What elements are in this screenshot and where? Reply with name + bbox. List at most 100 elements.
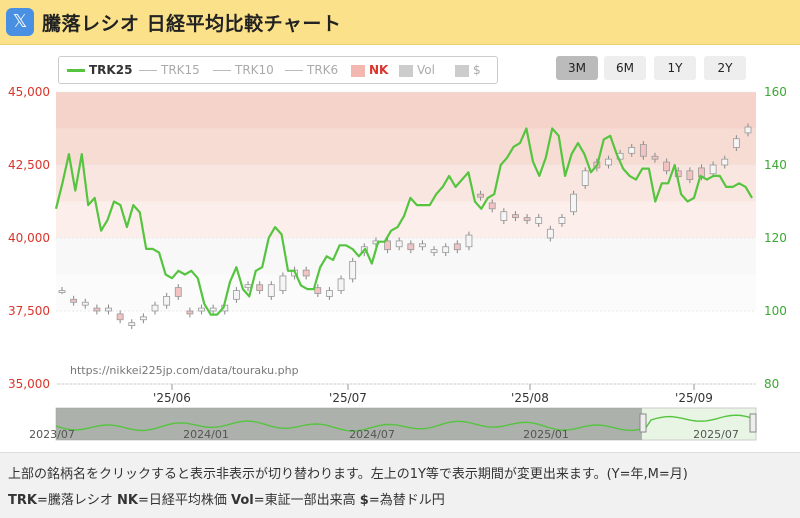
candle-body bbox=[663, 161, 671, 172]
range-button-2y[interactable]: 2Y bbox=[704, 56, 746, 80]
candle-body bbox=[58, 290, 66, 293]
legend-item-trk6[interactable]: TRK6 bbox=[285, 62, 338, 78]
candle-body bbox=[407, 243, 415, 251]
footer-legend-text: TRK=騰落レシオ NK=日経平均株価 Vol=東証一部出来高 $=為替ドル円 bbox=[8, 489, 445, 508]
range-button-3m[interactable]: 3M bbox=[556, 56, 598, 80]
right-axis-tick: 100 bbox=[764, 304, 787, 318]
legend-item-trk15[interactable]: TRK15 bbox=[139, 62, 200, 78]
candle-body bbox=[174, 287, 182, 297]
candle-body bbox=[732, 138, 740, 148]
legend-item-vol[interactable]: Vol bbox=[399, 62, 435, 78]
chart-band bbox=[56, 128, 756, 165]
candle-body bbox=[465, 234, 473, 248]
navigator-label: 2024/07 bbox=[349, 428, 395, 441]
legend-swatch bbox=[213, 70, 231, 71]
candle-body bbox=[488, 202, 496, 210]
right-axis-tick: 80 bbox=[764, 377, 779, 391]
candle-body bbox=[721, 158, 729, 166]
legend-swatch bbox=[455, 64, 469, 77]
footer-desc: =騰落レシオ bbox=[36, 493, 117, 508]
x-icon[interactable]: 𝕏 bbox=[6, 8, 34, 36]
candle-body bbox=[605, 158, 612, 166]
legend-label: NK bbox=[369, 63, 389, 77]
source-url: https://nikkei225jp.com/data/touraku.php bbox=[70, 364, 299, 377]
candle-body bbox=[70, 298, 78, 303]
candle-body bbox=[93, 307, 101, 312]
candle-body bbox=[116, 313, 124, 321]
chart-legend: TRK25 TRK15 TRK10 TRK6 NK Vol $ bbox=[58, 56, 498, 84]
chart-band bbox=[56, 201, 756, 238]
candle-body bbox=[651, 155, 659, 160]
candle-body bbox=[628, 147, 636, 154]
candle-body bbox=[384, 240, 391, 251]
navigator-label: 2025/07 bbox=[693, 428, 739, 441]
right-axis-tick: 140 bbox=[764, 158, 787, 172]
range-button-6m[interactable]: 6M bbox=[604, 56, 646, 80]
navigator-handle-right bbox=[749, 413, 757, 433]
x-axis-tick: '25/07 bbox=[329, 391, 367, 405]
candle-body bbox=[81, 301, 89, 306]
x-axis-tick: '25/06 bbox=[153, 391, 191, 405]
candle-body bbox=[430, 249, 438, 253]
candle-body bbox=[453, 243, 461, 251]
navigator-handle-left bbox=[639, 413, 647, 433]
range-button-1y[interactable]: 1Y bbox=[654, 56, 696, 80]
candle-body bbox=[163, 295, 171, 306]
footer-term: TRK bbox=[8, 493, 37, 508]
candle-body bbox=[151, 304, 159, 312]
candle-body bbox=[244, 284, 252, 289]
candle-body bbox=[639, 144, 647, 157]
page-title: 騰落レシオ 日経平均比較チャート bbox=[42, 13, 342, 35]
footer-desc: =東証一部出来高 bbox=[253, 493, 360, 508]
candle-body bbox=[419, 243, 426, 248]
candle-body bbox=[546, 228, 554, 239]
legend-label: TRK6 bbox=[307, 63, 339, 77]
left-axis-tick: 45,000 bbox=[8, 85, 50, 99]
candle-body bbox=[209, 307, 217, 312]
candle-body bbox=[581, 170, 589, 186]
left-axis-tick: 40,000 bbox=[8, 231, 50, 245]
navigator-mask bbox=[56, 408, 642, 440]
candle-body bbox=[337, 278, 345, 291]
navigator-label: 2024/01 bbox=[183, 428, 229, 441]
legend-item-usd[interactable]: $ bbox=[455, 62, 481, 78]
candle-body bbox=[302, 269, 310, 277]
candle-body bbox=[523, 217, 531, 221]
legend-label: $ bbox=[473, 63, 481, 77]
footer-info: 上部の銘柄名をクリックすると表示非表示が切り替わります。左上の1Y等で表示期間が… bbox=[0, 452, 800, 518]
candle-body bbox=[326, 290, 333, 297]
candle-body bbox=[709, 164, 717, 175]
candle-body bbox=[686, 170, 694, 180]
footer-help-text: 上部の銘柄名をクリックすると表示非表示が切り替わります。左上の1Y等で表示期間が… bbox=[8, 467, 688, 482]
legend-swatch bbox=[285, 70, 303, 71]
legend-label: TRK10 bbox=[235, 63, 274, 77]
chart-svg: 45,000 42,500 40,000 37,500 35,000 160 140 120 1… bbox=[8, 85, 787, 441]
legend-item-trk10[interactable]: TRK10 bbox=[213, 62, 274, 78]
navigator-label: 2023/07 bbox=[29, 428, 75, 441]
candle-body bbox=[512, 214, 519, 218]
footer-desc: =日経平均株価 bbox=[137, 493, 231, 508]
left-axis-tick: 42,500 bbox=[8, 158, 50, 172]
left-axis-tick: 37,500 bbox=[8, 304, 50, 318]
candle-body bbox=[395, 240, 403, 248]
footer-term: NK bbox=[116, 493, 138, 508]
x-axis-tick: '25/08 bbox=[511, 391, 549, 405]
candle-body bbox=[279, 275, 287, 291]
footer-term: Vol bbox=[230, 493, 254, 508]
legend-swatch bbox=[139, 70, 157, 71]
candle-body bbox=[349, 260, 357, 280]
candle-body bbox=[105, 307, 112, 312]
candle-body bbox=[267, 284, 275, 297]
legend-swatch bbox=[399, 64, 413, 77]
candle-body bbox=[233, 290, 240, 300]
candle-body bbox=[535, 217, 543, 224]
candle-body bbox=[500, 211, 508, 221]
candle-body bbox=[442, 246, 450, 253]
legend-item-trk25[interactable]: TRK25 bbox=[67, 62, 132, 78]
legend-swatch bbox=[351, 64, 365, 77]
navigator-label: 2025/01 bbox=[523, 428, 569, 441]
candle-body bbox=[558, 217, 566, 224]
chart-band bbox=[56, 165, 756, 202]
legend-item-nk[interactable]: NK bbox=[351, 62, 388, 78]
chart-band bbox=[56, 92, 756, 129]
